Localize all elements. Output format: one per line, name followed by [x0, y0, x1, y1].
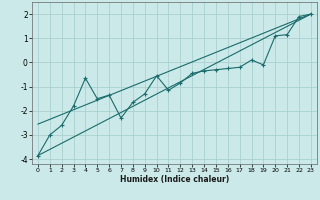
X-axis label: Humidex (Indice chaleur): Humidex (Indice chaleur) [120, 175, 229, 184]
